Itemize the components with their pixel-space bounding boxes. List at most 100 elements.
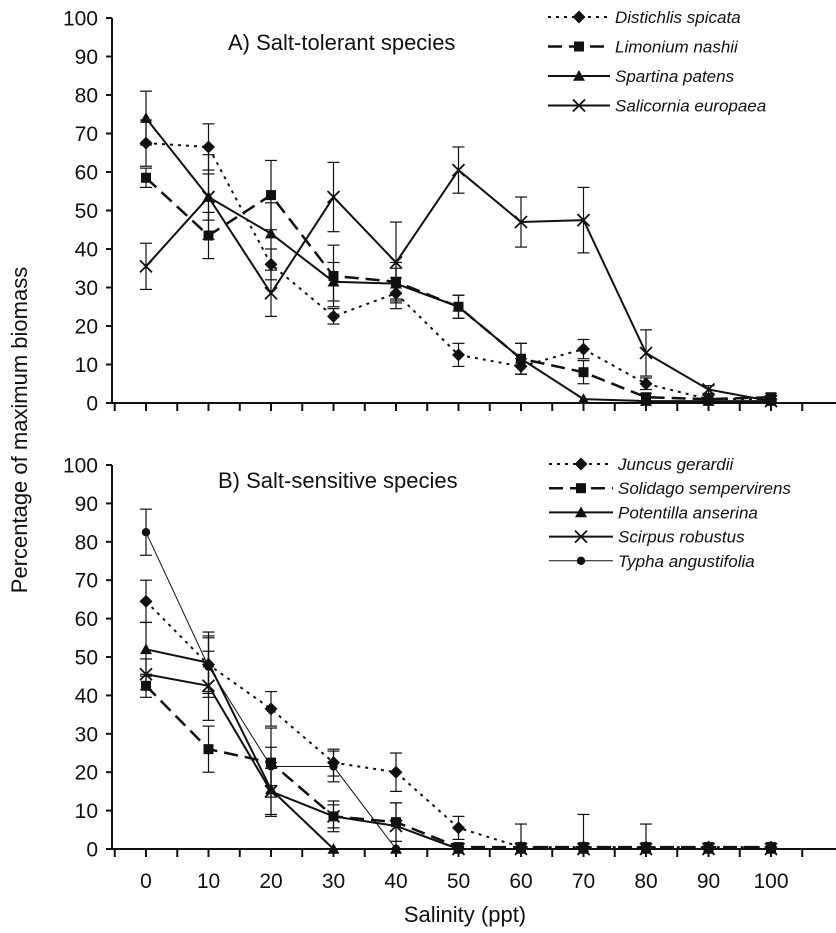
data-point [327, 843, 340, 854]
data-point [266, 190, 276, 201]
data-point [451, 163, 466, 177]
data-point [576, 213, 591, 227]
y-tick-label: 80 [75, 85, 98, 108]
data-point [139, 259, 153, 273]
data-point [389, 819, 403, 833]
x-tick-label: 100 [753, 870, 788, 893]
data-point [265, 227, 277, 239]
y-tick-label: 20 [75, 316, 98, 339]
legend-marker [576, 556, 586, 565]
legend-label: Potentilla anserina [618, 503, 758, 522]
legend-entry: Solidago sempervirens [549, 479, 791, 498]
y-tick-label: 60 [75, 162, 98, 185]
data-point [139, 594, 153, 608]
data-point [452, 821, 465, 835]
legend-marker [574, 529, 588, 544]
data-point [266, 762, 276, 771]
panel-title: B) Salt-sensitive species [218, 468, 458, 493]
data-point [389, 255, 403, 270]
legend-entry: Limonium nashii [548, 38, 739, 57]
legend-label: Spartina patens [615, 67, 735, 86]
data-point [264, 286, 278, 300]
data-point [452, 348, 465, 362]
data-point [516, 844, 526, 854]
data-point [639, 346, 653, 360]
legend-label: Solidago sempervirens [618, 479, 791, 498]
legend-entry: Typha angustifolia [549, 552, 755, 571]
legend-entry: Distichlis spicata [548, 8, 741, 27]
legend-entry: Juncus gerardii [549, 455, 735, 474]
series-limonium-nashii [140, 159, 777, 405]
x-axis-title: Salinity (ppt) [404, 902, 526, 927]
data-point [454, 844, 463, 854]
y-axis-title: Percentage of maximum biomass [7, 267, 32, 593]
legend-entry: Potentilla anserina [549, 503, 758, 522]
data-point [326, 809, 341, 823]
y-tick-label: 90 [75, 493, 98, 516]
data-point [201, 190, 216, 204]
legend-marker [574, 41, 584, 52]
legend-entry: Scirpus robustus [549, 528, 745, 547]
data-point [514, 215, 528, 229]
data-point [141, 172, 151, 183]
data-point [140, 643, 152, 655]
x-tick-label: 60 [509, 870, 532, 893]
data-point [202, 140, 215, 154]
panel-b: 0 10 20 30 40 50 60 70 80 90 100 0 10 20 30 40 50 60 70 80 9… [63, 455, 836, 893]
y-tick-label: 90 [75, 46, 98, 69]
legend-marker [574, 457, 588, 471]
panel-a: 0 10 20 30 40 50 60 70 80 90 100 A) Salt-tolerant s… [63, 8, 836, 416]
y-tick-label: 50 [75, 200, 98, 223]
data-point [203, 744, 214, 755]
x-tick-label: 90 [697, 870, 720, 893]
y-tick-label: 10 [75, 354, 98, 377]
legend-label: Juncus gerardii [617, 455, 735, 474]
y-tick-label: 30 [75, 277, 98, 300]
data-point [641, 844, 651, 854]
y-tick-label: 0 [86, 839, 98, 862]
series-typha-angustifolia [140, 508, 776, 854]
series-salicornia-europaea [139, 146, 778, 408]
data-point [327, 275, 340, 287]
x-tick-label: 20 [259, 870, 282, 893]
x-tick-label: 50 [447, 870, 470, 893]
data-point [577, 342, 590, 356]
data-point [515, 352, 527, 364]
data-point [577, 393, 590, 404]
panel-title: A) Salt-tolerant species [228, 30, 455, 55]
data-point [141, 528, 151, 537]
legend-marker [573, 70, 585, 81]
y-tick-label: 100 [63, 8, 98, 31]
y-tick-label: 30 [75, 723, 98, 746]
y-tick-label: 10 [75, 800, 98, 823]
data-point [579, 844, 588, 854]
legend-marker [572, 98, 586, 113]
y-tick-label: 70 [75, 123, 98, 146]
data-point [329, 762, 338, 771]
y-tick-label: 70 [75, 570, 98, 593]
y-tick-label: 40 [75, 239, 98, 262]
legend-marker [576, 483, 586, 494]
x-tick-label: 80 [634, 870, 657, 893]
y-tick-label: 40 [75, 685, 98, 708]
data-point [701, 382, 716, 397]
legend-marker [575, 506, 587, 518]
data-point [327, 309, 340, 323]
x-tick-label: 30 [322, 870, 345, 893]
x-tick-label: 0 [140, 870, 152, 893]
data-point [139, 667, 153, 681]
data-point [640, 395, 652, 406]
data-point [639, 377, 653, 391]
legend-entry: Spartina patens [548, 67, 735, 86]
series-line [145, 531, 771, 850]
y-tick-label: 50 [75, 647, 98, 670]
data-point [389, 765, 403, 779]
legend-marker [572, 10, 586, 24]
data-point [764, 394, 778, 408]
data-point [702, 395, 715, 406]
data-point [578, 367, 589, 378]
data-point [264, 784, 278, 799]
data-point [391, 844, 401, 854]
y-tick-label: 80 [75, 531, 98, 554]
